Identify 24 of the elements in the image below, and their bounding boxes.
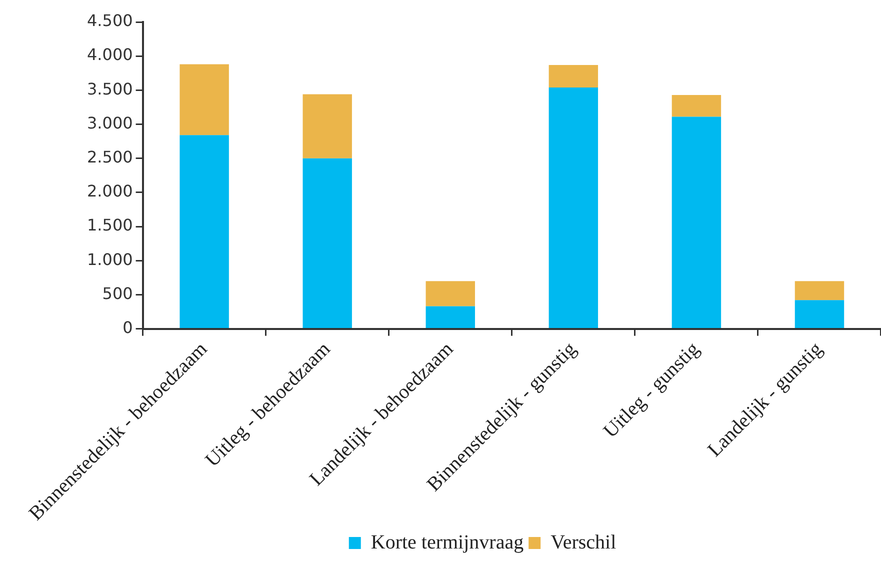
y-tick-label: 3.500 xyxy=(86,79,133,98)
y-tick-label: 4.000 xyxy=(86,45,133,64)
y-tick-label: 500 xyxy=(102,284,133,303)
bar xyxy=(180,64,229,136)
bar xyxy=(426,306,475,328)
bar xyxy=(302,158,352,328)
bar xyxy=(302,94,352,158)
legend-label: Korte termijnvraag xyxy=(370,531,524,554)
bar xyxy=(548,87,598,328)
bar xyxy=(794,300,844,328)
y-tick-label: 2.000 xyxy=(86,182,133,201)
bar xyxy=(794,281,844,300)
y-tick-label: 0 xyxy=(122,318,133,337)
y-tick-label: 1.500 xyxy=(86,216,133,235)
bar xyxy=(548,64,598,88)
y-tick-label: 1.000 xyxy=(86,250,133,269)
y-tick-label: 3.000 xyxy=(86,113,133,132)
y-tick-label: 4.500 xyxy=(86,11,133,30)
bar xyxy=(426,281,475,306)
bar xyxy=(180,135,229,328)
legend-label: Verschil xyxy=(550,531,617,554)
bar xyxy=(672,94,722,117)
y-tick-label: 2.500 xyxy=(86,148,133,167)
bar xyxy=(672,116,722,328)
